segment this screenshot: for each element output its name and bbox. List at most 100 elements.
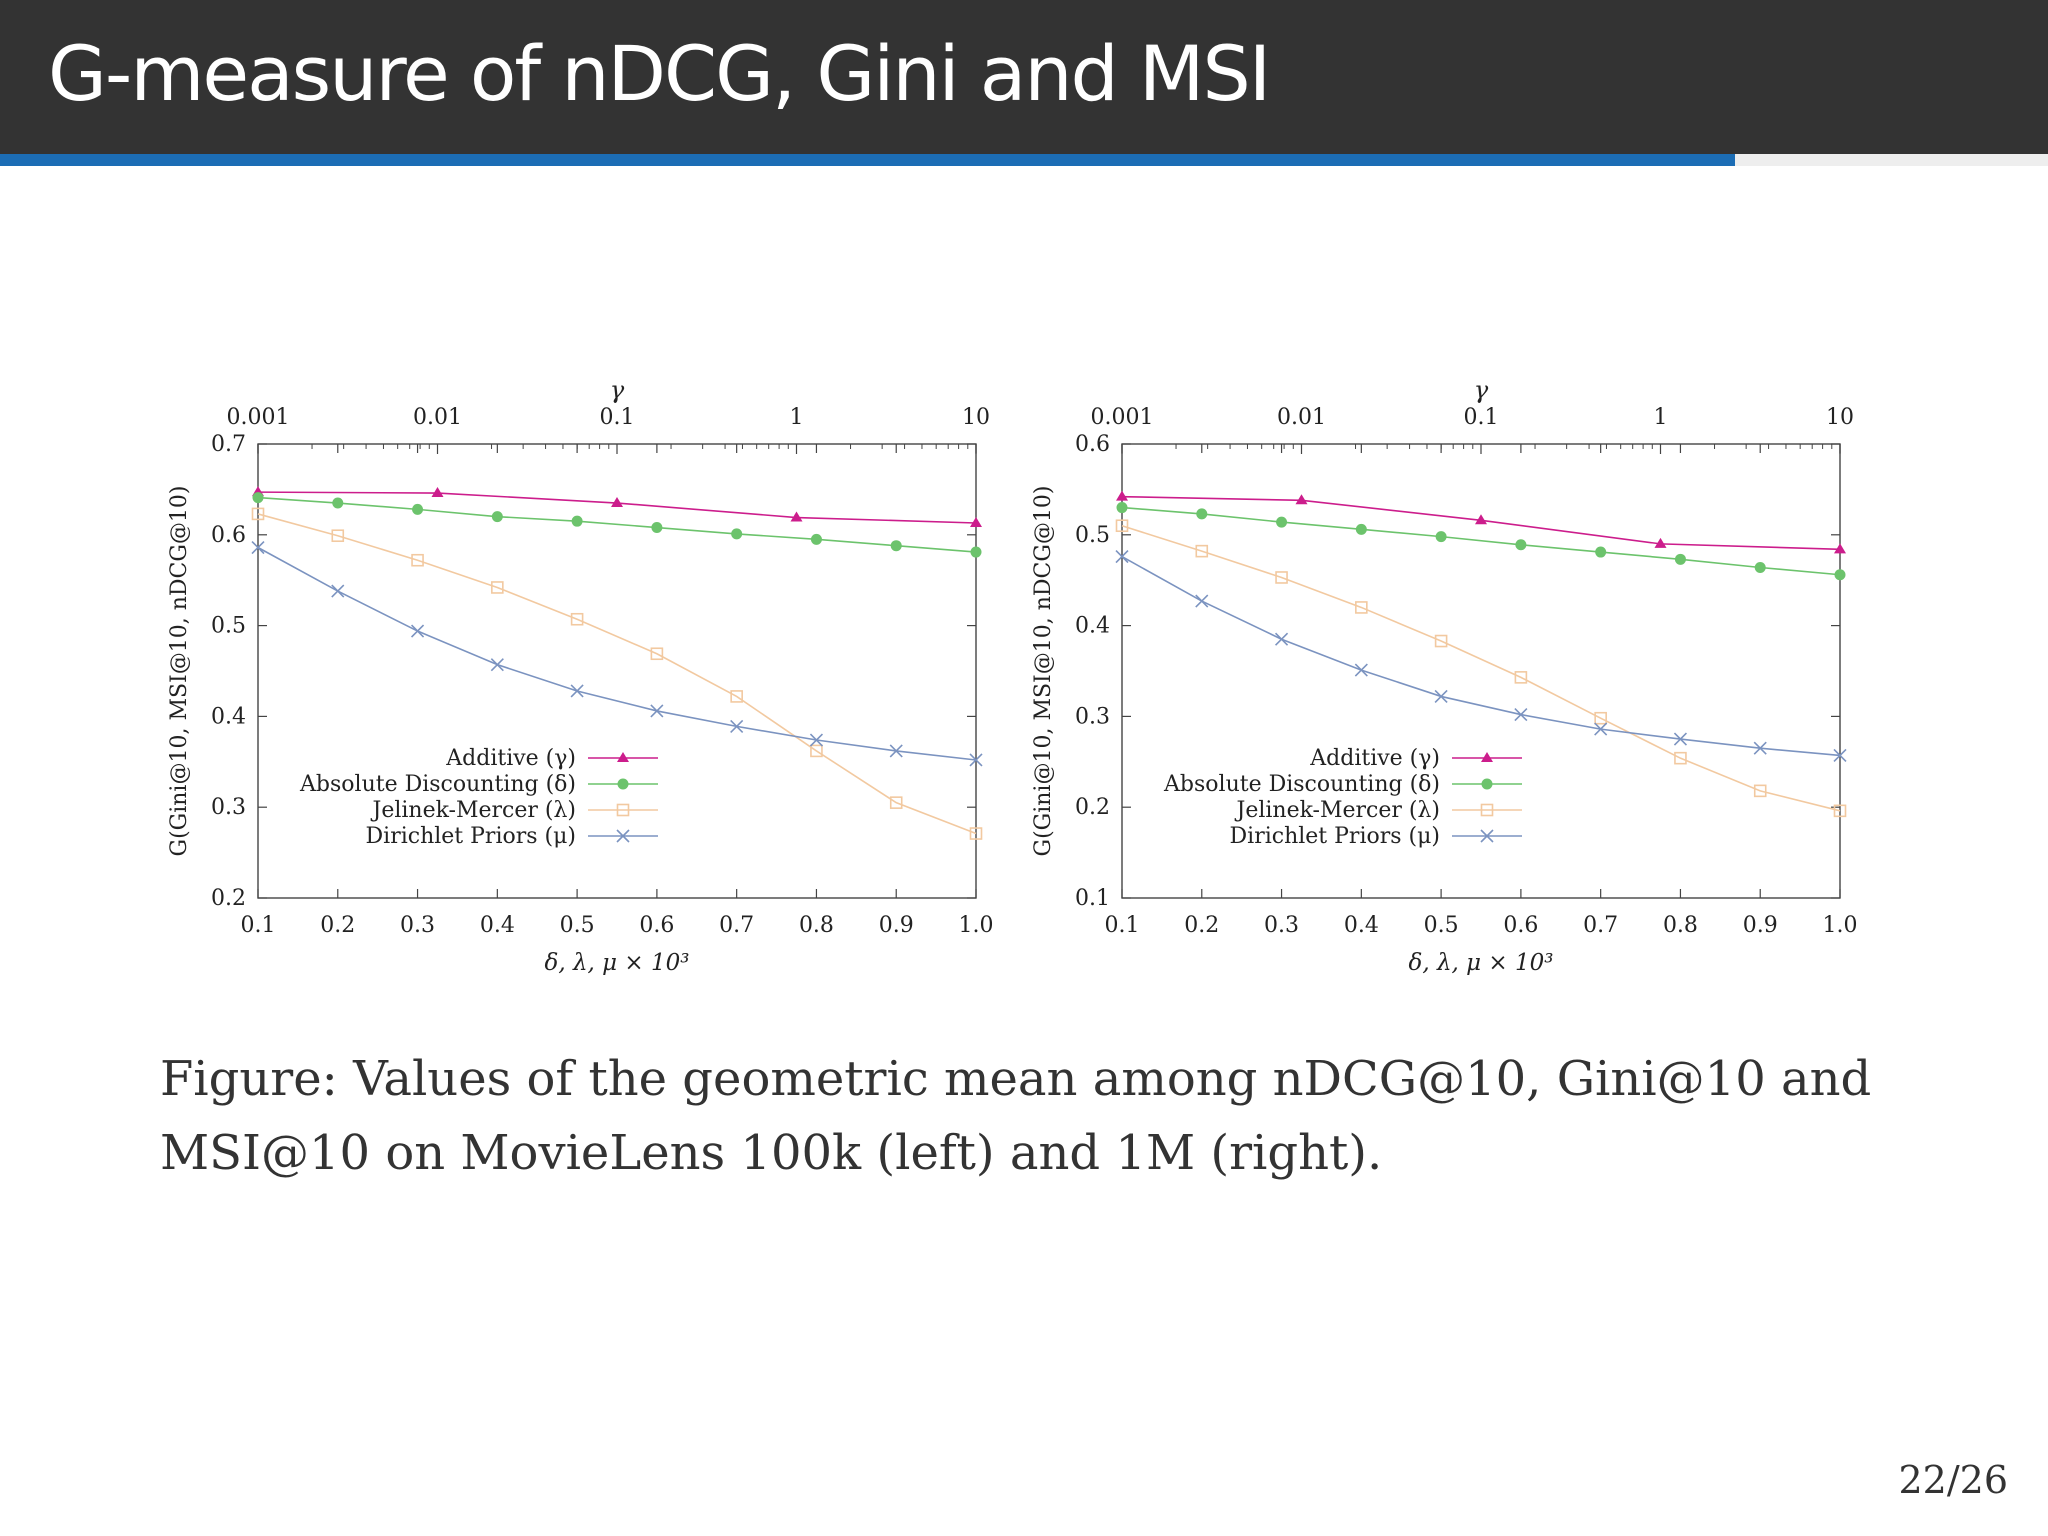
data-point (1355, 601, 1368, 614)
x-tick-label: 1.0 (959, 913, 994, 938)
data-point (331, 529, 345, 543)
data-point (491, 581, 504, 594)
top-tick-label: 1 (790, 405, 804, 430)
top-tick-label: 0.01 (413, 405, 462, 430)
top-axis-label: γ (610, 376, 625, 404)
data-point (332, 497, 344, 509)
data-point (1274, 632, 1289, 646)
data-point (890, 540, 902, 552)
series-line (1121, 524, 1841, 812)
x-tick-label: 0.7 (1583, 913, 1618, 938)
data-point (1195, 594, 1209, 608)
series-cross (251, 540, 983, 767)
y-tick-label: 0.4 (1075, 614, 1110, 639)
legend-marker (1480, 829, 1494, 843)
slide-header: G-measure of nDCG, Gini and MSI (0, 0, 2048, 154)
data-point (650, 704, 664, 718)
y-tick-label: 0.5 (211, 614, 246, 639)
series-line (257, 513, 977, 835)
legend-label: Jelinek-Mercer (λ) (371, 798, 577, 823)
data-point (570, 612, 584, 626)
data-point (1116, 502, 1128, 514)
x-tick-label: 0.1 (1105, 913, 1140, 938)
legend-label: Additive (γ) (1309, 746, 1440, 771)
y-tick-label: 0.5 (1075, 523, 1110, 548)
data-point (1594, 722, 1608, 736)
series-line (1121, 506, 1841, 576)
series-square (1115, 519, 1847, 818)
data-point (650, 647, 664, 661)
y-axis-label: G(Gini@10, MSI@10, nDCG@10) (1031, 485, 1056, 856)
x-tick-label: 0.8 (799, 913, 834, 938)
x-tick-label: 0.5 (1424, 913, 1459, 938)
data-point (790, 511, 803, 522)
data-point (1515, 539, 1527, 551)
legend-label: Dirichlet Priors (μ) (366, 824, 576, 849)
x-axis-label: δ, λ, μ × 10³ (1409, 950, 1554, 976)
data-point (1115, 519, 1129, 533)
x-tick-label: 0.2 (1184, 913, 1219, 938)
data-point (1834, 543, 1846, 554)
data-point (810, 744, 823, 758)
legend-label: Absolute Discounting (δ) (1163, 772, 1440, 797)
legend-marker (617, 778, 629, 790)
data-point (969, 753, 983, 767)
top-tick-label: 0.1 (1464, 405, 1499, 430)
legend-marker (617, 752, 629, 762)
slide-title: G-measure of nDCG, Gini and MSI (48, 29, 1271, 118)
y-tick-label: 0.2 (1075, 795, 1110, 820)
data-point (1753, 784, 1767, 798)
data-point (1434, 689, 1448, 703)
x-tick-label: 0.9 (879, 913, 914, 938)
data-point (1514, 708, 1528, 722)
legend-label: Additive (γ) (445, 746, 576, 771)
data-point (1295, 494, 1308, 505)
series-triangle (252, 486, 982, 527)
legend: Additive (γ)Absolute Discounting (δ)Jeli… (1163, 746, 1522, 849)
chart-right-svg: 0.1 0.2 0.3 0.4 0.5 0.6 0.7 0.8 0.9 1.0 0.1 0.2 0.3 0… (1031, 376, 1858, 976)
data-point (490, 658, 504, 672)
data-point (1753, 741, 1767, 755)
data-point (1475, 514, 1487, 525)
x-tick-label: 0.7 (719, 913, 754, 938)
data-point (491, 511, 503, 523)
chart-left: 0.1 0.2 0.3 0.4 0.5 0.6 0.7 0.8 0.9 1.0 0.2 0.3 0.4 0… (120, 370, 1000, 1010)
data-point (1654, 537, 1667, 548)
top-tick-label: 1 (1654, 405, 1668, 430)
data-point (1833, 804, 1847, 818)
data-point (1514, 671, 1528, 684)
top-tick-label: 0.001 (227, 405, 290, 430)
progress-bar (0, 154, 2048, 166)
data-point (411, 553, 424, 567)
data-point (1355, 523, 1367, 535)
legend-marker (616, 803, 630, 817)
data-point (1594, 711, 1607, 725)
data-point (889, 744, 903, 758)
data-point (410, 624, 425, 638)
data-point (251, 540, 265, 555)
data-point (651, 522, 663, 534)
data-point (1115, 550, 1129, 564)
legend-label: Dirichlet Priors (μ) (1230, 824, 1440, 849)
data-point (731, 528, 743, 540)
data-point (1275, 571, 1288, 584)
legend-marker (1481, 778, 1493, 790)
data-point (1754, 561, 1766, 573)
legend-label: Jelinek-Mercer (λ) (1235, 798, 1441, 823)
data-point (331, 584, 345, 598)
y-axis-label: G(Gini@10, MSI@10, nDCG@10) (167, 485, 192, 856)
x-tick-label: 0.8 (1663, 913, 1698, 938)
page-number: 22/26 (1898, 1458, 2008, 1502)
legend-marker (616, 829, 630, 843)
top-tick-label: 0.001 (1091, 405, 1154, 430)
progress-fill (0, 154, 1735, 166)
data-point (969, 827, 983, 840)
data-point (570, 684, 584, 698)
x-tick-label: 1.0 (1823, 913, 1858, 938)
series-line (1121, 555, 1841, 757)
series-line (257, 496, 977, 553)
data-point (1833, 748, 1847, 763)
legend: Additive (γ)Absolute Discounting (δ)Jeli… (299, 746, 658, 849)
legend-marker (1481, 752, 1493, 762)
data-point (1595, 546, 1607, 558)
